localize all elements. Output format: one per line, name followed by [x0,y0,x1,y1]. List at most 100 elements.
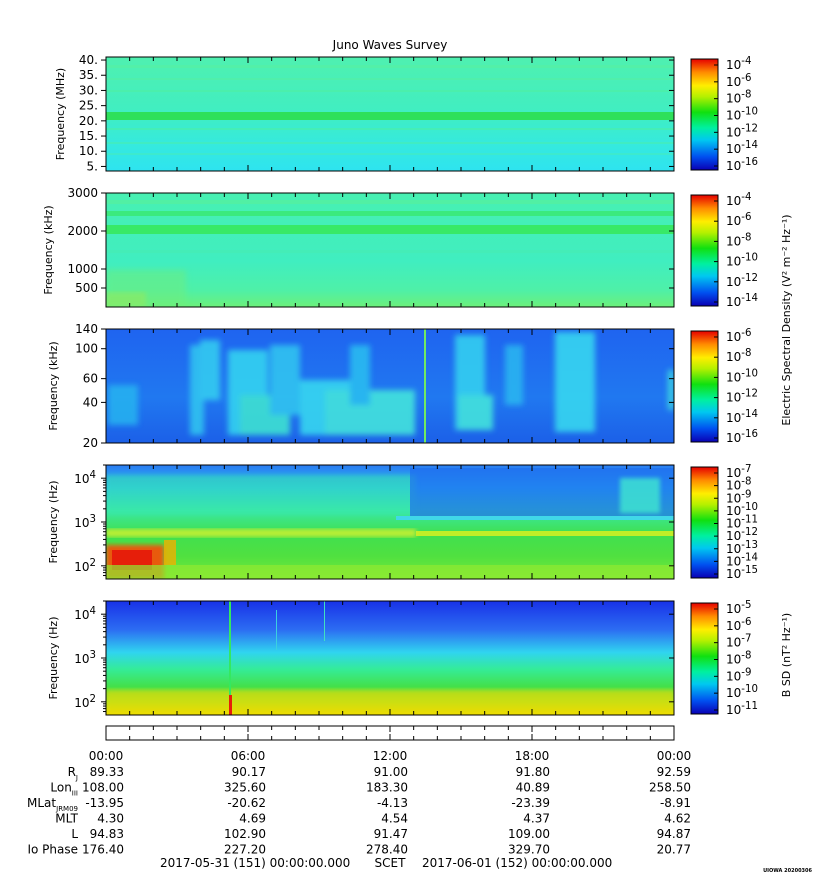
time-label: 12:00 [373,749,408,763]
panel-2-ytick-label: 2000 [67,224,98,238]
ephemeris-row-label: Io Phase [27,843,78,857]
panel-2-colorbar-tick-label: 10-10 [726,253,758,269]
ephemeris-value: -20.62 [227,796,266,810]
ephemeris-value: -8.91 [660,796,691,810]
panel-5-colorbar-tick-label: 10-5 [726,600,751,616]
panel-2-colorbar [690,194,719,307]
panel-1-ytick-label: 25. [79,99,98,113]
panel-3-colorbar-tick-label: 10-10 [726,368,758,384]
panel-3-ytick-label: 140 [75,322,98,336]
panel-3-ylabel: Frequency (kHz) [47,341,60,430]
panel-1-spectrogram [106,57,674,171]
panel-2-colorbar-tick-label: 10-8 [726,232,751,248]
ephemeris-value: 102.90 [224,827,266,841]
panel-2-ytick-label: 1000 [67,262,98,276]
panel-2-colorbar-tick-label: 10-4 [726,192,751,208]
panel-5-colorbar-tick-label: 10-7 [726,634,751,650]
panel-3-ytick-label: 40 [83,395,98,409]
panel-1-colorbar-tick-label: 10-16 [726,157,758,173]
ephemeris-value: 94.83 [90,827,124,841]
panel-4-colorbar-tick-label: 10-15 [726,565,758,581]
panel-4-colorbar-tick-label: 10-8 [726,477,751,493]
panel-3-colorbar [690,330,719,443]
panel-2-ytick-label: 3000 [67,186,98,200]
panel-5-colorbar-tick-label: 10-11 [726,701,758,717]
panel-1-colorbar-tick-label: 10-4 [726,56,751,72]
ephemeris-value: 4.30 [97,812,124,826]
panel-4-colorbar-tick-label: 10-14 [726,552,758,568]
panel-1-ytick-label: 15. [79,129,98,143]
panel-5-colorbar-tick-label: 10-10 [726,684,758,700]
panel-4-ylabel: Frequency (Hz) [47,481,60,564]
panel-3-ytick-label: 20 [83,436,98,450]
panel-4-ytick-label: 104 [74,470,96,486]
ephemeris-value: 4.62 [664,812,691,826]
ephemeris-value: 183.30 [366,781,408,795]
time-label: 00:00 [89,749,124,763]
ephemeris-value: -23.39 [511,796,550,810]
panel-3-colorbar-tick-label: 10-12 [726,389,758,405]
panel-1-colorbar-tick-label: 10-10 [726,107,758,123]
panel-5-ytick-label: 102 [74,694,96,710]
ephemeris-row-label: LonIII [50,781,78,798]
ephemeris-value: 91.00 [374,765,408,779]
panel-3-ytick-label: 60 [83,372,98,386]
ephemeris-row-label: MLatJRM09 [27,796,78,813]
ephemeris-row-label: L [71,827,78,841]
ephemeris-value: 176.40 [82,843,124,857]
ephemeris-value: 89.33 [90,765,124,779]
panel-1-colorbar-tick-label: 10-12 [726,123,758,139]
panel-2-ytick-label: 500 [75,281,98,295]
generated-axes: 40.35.30.25.20.15.10.5.10-410-610-810-10… [67,53,758,740]
footer-end-time: 2017-06-01 (152) 00:00:00.000 [422,856,612,870]
panel-5-spectrogram [106,601,674,715]
panel-4-colorbar [690,466,719,579]
ephemeris-value: 278.40 [366,843,408,857]
magnetic-colorbar-label: B SD (nT² Hz⁻¹) [780,613,793,697]
panel-4-colorbar-tick-label: 10-12 [726,527,758,543]
electric-colorbar-label: Electric Spectral Density (V² m⁻² Hz⁻¹) [780,214,793,425]
panel-1-ytick-label: 20. [79,114,98,128]
ephemeris-value: 329.70 [508,843,550,857]
panel-3-colorbar-tick-label: 10-14 [726,409,758,425]
ephemeris-value: 40.89 [516,781,550,795]
panel-2-ylabel: Frequency (kHz) [42,205,55,294]
ephemeris-value: 4.54 [381,812,408,826]
ephemeris-value: 258.50 [649,781,691,795]
panel-4-colorbar-tick-label: 10-11 [726,515,758,531]
panel-3-spectrogram [106,329,674,443]
ephemeris-row-label: RJ [68,765,78,782]
panel-1-colorbar [690,58,719,171]
ephemeris-value: 91.80 [516,765,550,779]
ephemeris-value: -13.95 [85,796,124,810]
panel-1-ytick-label: 40. [79,53,98,67]
panel-5-colorbar-tick-label: 10-9 [726,667,751,683]
ephemeris-value: -4.13 [377,796,408,810]
time-label: 00:00 [657,749,692,763]
ephemeris-value: 108.00 [82,781,124,795]
panel-4-ytick-label: 103 [74,514,96,530]
ephemeris-value: 4.69 [239,812,266,826]
panel-1-colorbar-tick-label: 10-6 [726,73,751,89]
panel-4-colorbar-tick-label: 10-13 [726,540,758,556]
time-label: 06:00 [231,749,266,763]
panel-5-ylabel: Frequency (Hz) [47,617,60,700]
ephemeris-value: 91.47 [374,827,408,841]
uiowa-stamp: UIOWA 20200306 [763,868,812,874]
ephemeris-value: 325.60 [224,781,266,795]
panel-4-spectrogram [106,465,674,579]
figure-title: Juno Waves Survey [332,38,448,52]
panel-5-ytick-label: 103 [74,650,96,666]
panel-5-colorbar-tick-label: 10-8 [726,651,751,667]
time-label: 18:00 [515,749,550,763]
ephemeris-value: 94.87 [657,827,691,841]
panel-5-ytick-label: 104 [74,606,96,622]
panel-1-ytick-label: 30. [79,83,98,97]
panel-1-colorbar-tick-label: 10-14 [726,140,758,156]
ephemeris-value: 227.20 [224,843,266,857]
ephemeris-value: 90.17 [232,765,266,779]
panel-1-ytick-label: 10. [79,144,98,158]
panel-4-colorbar-tick-label: 10-10 [726,502,758,518]
ephemeris-row-label: MLT [55,812,78,826]
